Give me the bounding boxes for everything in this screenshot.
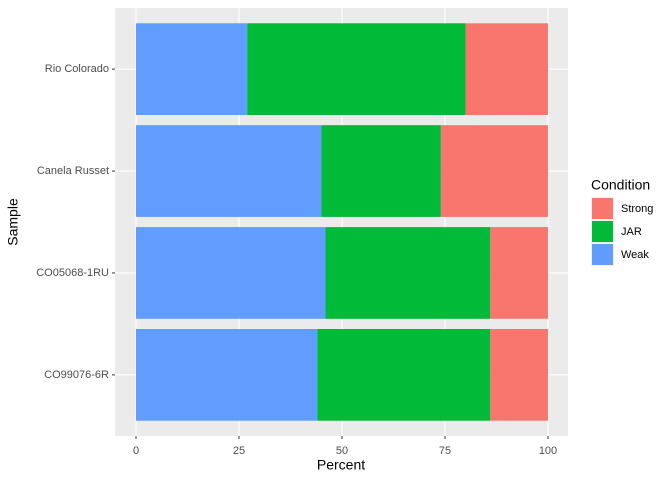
legend-swatch — [592, 221, 613, 242]
x-tick-label: 0 — [133, 445, 139, 457]
bar-segment — [465, 23, 548, 116]
legend-label: JAR — [621, 226, 642, 238]
x-tick-label: 25 — [233, 445, 245, 457]
legend-label: Weak — [621, 249, 649, 261]
x-tick-label: 100 — [539, 445, 557, 457]
y-tick-label: CO99076-6R — [44, 369, 109, 381]
bar-segment — [247, 23, 466, 116]
bar-segment — [321, 125, 441, 217]
bar-segment — [325, 227, 491, 319]
bar-segment — [136, 227, 326, 319]
bar-segment — [490, 329, 548, 421]
bar-segment — [136, 125, 322, 217]
y-tick-label: CO05068-1RU — [36, 267, 109, 279]
bar-segment — [136, 329, 318, 421]
x-tick-label: 75 — [439, 445, 451, 457]
bar-segment — [317, 329, 491, 421]
x-tick-label: 50 — [336, 445, 348, 457]
legend-swatch — [592, 244, 613, 265]
legend-swatch — [592, 198, 613, 219]
y-tick-label: Rio Colorado — [45, 63, 109, 75]
bar-segment — [136, 23, 248, 116]
bar-segment — [440, 125, 548, 217]
x-axis-title: Percent — [317, 457, 365, 473]
legend-label: Strong — [621, 203, 653, 215]
bar-segment — [490, 227, 548, 319]
legend-title: Condition — [591, 177, 650, 193]
y-axis-title: Sample — [5, 198, 21, 246]
y-tick-label: Canela Russet — [37, 165, 109, 177]
